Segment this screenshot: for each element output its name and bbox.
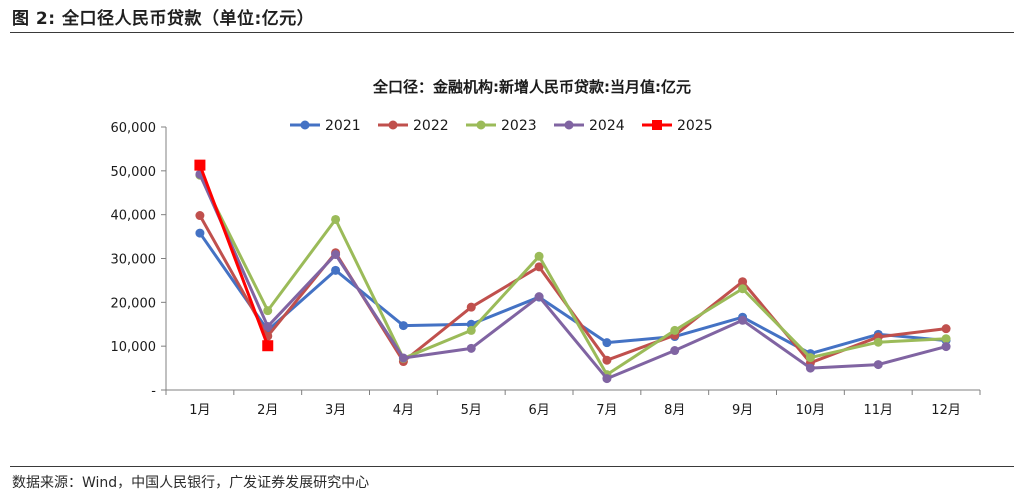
x-tick-label: 5月 <box>461 403 482 418</box>
chart-series <box>194 159 951 384</box>
series-2023 <box>195 170 951 380</box>
y-tick-label: - <box>151 384 156 399</box>
series-2025 <box>194 159 274 352</box>
legend-swatch-marker <box>388 120 398 130</box>
data-point-2022 <box>195 211 205 221</box>
x-tick-label: 12月 <box>931 403 961 418</box>
x-tick-label: 2月 <box>257 403 278 418</box>
legend-swatch-marker <box>652 120 662 130</box>
data-point-2024 <box>263 321 273 331</box>
data-source-note: 数据来源：Wind，中国人民银行，广发证券发展研究中心 <box>12 475 370 491</box>
data-point-2021 <box>398 321 408 331</box>
series-line-2025 <box>198 163 270 348</box>
data-point-2025 <box>262 340 274 352</box>
legend-item-2025: 2025 <box>642 118 713 134</box>
legend-label: 2023 <box>501 118 537 134</box>
legend-swatch-marker <box>476 120 486 130</box>
legend-label: 2022 <box>413 118 449 134</box>
x-tick-label: 8月 <box>664 403 685 418</box>
x-tick-label: 9月 <box>732 403 753 418</box>
data-point-2023 <box>805 353 815 363</box>
x-tick-label: 6月 <box>528 403 549 418</box>
legend-item-2023: 2023 <box>466 118 537 134</box>
y-tick-label: 60,000 <box>111 121 157 136</box>
legend-item-2022: 2022 <box>378 118 449 134</box>
data-point-2022 <box>534 262 544 272</box>
x-tick-label: 4月 <box>393 403 414 418</box>
line-chart: 全口径：金融机构:新增人民币贷款:当月值:亿元 2021 2022 2023 2024… <box>111 78 981 418</box>
series-line-2024 <box>198 172 948 381</box>
legend-item-2024: 2024 <box>554 118 625 134</box>
series-line-2023 <box>198 173 948 377</box>
x-tick-label: 7月 <box>596 403 617 418</box>
data-point-2022 <box>738 277 748 287</box>
data-point-2022 <box>602 355 612 365</box>
data-point-2022 <box>466 302 476 312</box>
legend-swatch-marker <box>564 120 574 130</box>
data-point-2022 <box>941 324 951 334</box>
legend-label: 2024 <box>589 118 625 134</box>
data-point-2024 <box>602 374 612 384</box>
chart-title: 全口径：金融机构:新增人民币贷款:当月值:亿元 <box>372 78 691 96</box>
data-point-2024 <box>398 353 408 363</box>
legend-swatch-marker <box>300 120 310 130</box>
x-tick-label: 3月 <box>325 403 346 418</box>
legend-label: 2025 <box>677 118 713 134</box>
data-point-2024 <box>738 315 748 325</box>
data-point-2021 <box>195 228 205 238</box>
data-point-2023 <box>466 325 476 335</box>
data-point-2023 <box>941 334 951 344</box>
legend-label: 2021 <box>325 118 361 134</box>
data-point-2023 <box>534 251 544 261</box>
series-2024 <box>195 169 951 384</box>
chart-legend: 2021 2022 2023 2024 2025 <box>290 118 713 134</box>
data-point-2024 <box>466 343 476 353</box>
x-tick-label: 11月 <box>863 403 893 418</box>
chart-axes: - 10,000 20,000 30,000 40,000 50,000 60,000 1月 2… <box>111 121 981 418</box>
data-point-2024 <box>941 342 951 352</box>
data-point-2023 <box>738 284 748 294</box>
data-point-2021 <box>331 265 341 275</box>
data-point-2024 <box>873 360 883 370</box>
data-point-2023 <box>331 214 341 224</box>
data-point-2024 <box>331 250 341 260</box>
top-rule <box>10 32 1014 33</box>
data-point-2025 <box>194 159 206 171</box>
series-line-2021 <box>198 231 948 356</box>
y-tick-label: 20,000 <box>111 296 157 311</box>
y-tick-label: 50,000 <box>111 165 157 180</box>
data-point-2023 <box>670 325 680 335</box>
x-tick-label: 10月 <box>796 403 826 418</box>
data-point-2023 <box>873 337 883 347</box>
series-line-2022 <box>198 214 948 365</box>
x-tick-label: 1月 <box>189 403 210 418</box>
data-point-2023 <box>263 306 273 316</box>
y-tick-label: 40,000 <box>111 209 157 224</box>
data-point-2024 <box>805 363 815 373</box>
series-2022 <box>195 211 951 368</box>
data-point-2024 <box>670 346 680 356</box>
data-point-2024 <box>534 292 544 302</box>
bottom-rule <box>10 466 1014 467</box>
figure-title: 图 2: 全口径人民币贷款（单位:亿元） <box>12 9 315 29</box>
y-tick-label: 10,000 <box>111 340 157 355</box>
legend-item-2021: 2021 <box>290 118 361 134</box>
y-tick-label: 30,000 <box>111 253 157 268</box>
data-point-2021 <box>602 338 612 348</box>
